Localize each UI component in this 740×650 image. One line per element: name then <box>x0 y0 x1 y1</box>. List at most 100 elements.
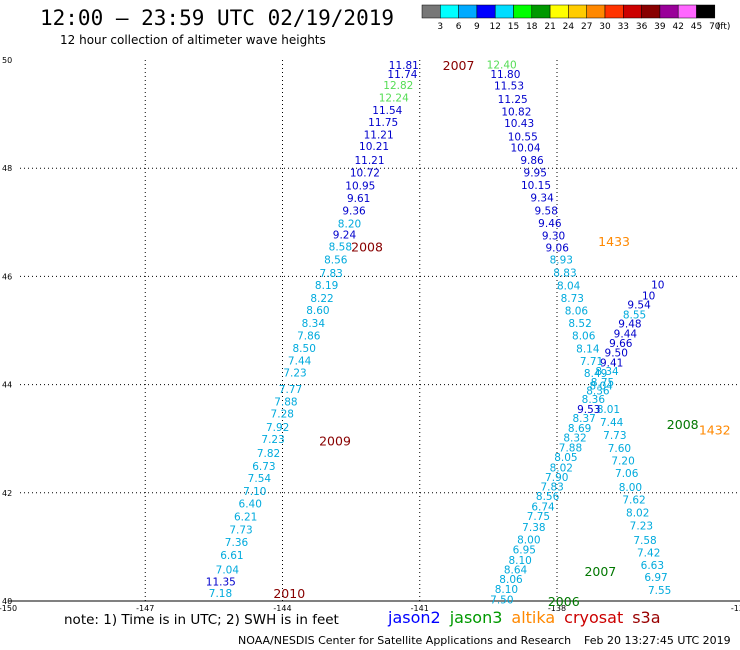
wave-height-value: 7.55 <box>648 585 671 597</box>
wave-height-value: 12.40 <box>487 59 517 71</box>
wave-height-value: 8.49 <box>584 368 607 380</box>
wave-height-value: 7.82 <box>257 448 280 460</box>
scale-tick-label: 30 <box>599 22 611 32</box>
wave-height-value: 10.04 <box>510 143 540 155</box>
scale-swatch <box>659 4 679 19</box>
wave-height-value: 11.75 <box>368 117 398 129</box>
pass-time-label: 1432 <box>699 423 731 438</box>
x-tick-label: -150 <box>0 604 17 613</box>
scale-tick-label: 6 <box>456 22 462 32</box>
x-tick-label: -141 <box>411 604 429 613</box>
wave-height-value: 6.21 <box>234 512 257 524</box>
wave-height-value: 8.34 <box>595 366 619 378</box>
scale-swatch <box>641 4 661 19</box>
footer-note: note: 1) Time is in UTC; 2) SWH is in fe… <box>64 612 339 628</box>
wave-height-value: 8.75 <box>591 377 614 389</box>
y-tick-label: 42 <box>2 489 12 498</box>
wave-height-value: 7.77 <box>279 384 302 396</box>
wave-height-value: 9.36 <box>342 205 366 217</box>
wave-height-value: 12.24 <box>379 92 409 104</box>
x-tick-label: -147 <box>136 604 154 613</box>
wave-height-value: 7.06 <box>615 468 639 480</box>
wave-height-value: 8.14 <box>576 343 600 355</box>
y-tick-label: 48 <box>2 164 12 173</box>
wave-height-value: 8.73 <box>561 293 584 305</box>
wave-height-value: 8.36 <box>582 394 606 406</box>
scale-tick-label: 9 <box>474 22 480 32</box>
wave-height-value: 8.05 <box>554 452 577 464</box>
wave-height-value: 9.30 <box>542 230 565 242</box>
wave-height-value: 10.55 <box>508 131 538 143</box>
wave-height-value: 11.21 <box>364 130 394 142</box>
wave-height-value: 8.58 <box>329 242 352 254</box>
pass-time-label: 2007 <box>584 564 616 579</box>
pass-time-label: 2010 <box>273 586 305 601</box>
pass-time-label: 2009 <box>319 433 351 448</box>
wave-height-value: 11.25 <box>498 94 528 106</box>
scale-swatch <box>531 4 551 19</box>
wave-height-value: 7.54 <box>248 473 272 485</box>
wave-height-value: 8.32 <box>563 433 586 445</box>
satellite-name-jason3: jason3 <box>449 608 503 627</box>
wave-height-value: 9.95 <box>524 168 547 180</box>
wave-height-value: 8.04 <box>557 281 581 293</box>
scale-tick-label: 36 <box>636 22 648 32</box>
satellite-name-altika: altika <box>511 608 556 627</box>
wave-height-value: 7.23 <box>630 520 653 532</box>
scale-tick-label: 3 <box>437 22 443 32</box>
satellite-legend: jason2 jason3 altika cryosat s3a <box>388 608 670 627</box>
x-tick-label: -138 <box>548 604 566 613</box>
scale-swatch <box>604 4 624 19</box>
wave-height-value: 7.42 <box>637 547 660 559</box>
wave-height-value: 6.73 <box>252 461 275 473</box>
wave-height-value: 9.66 <box>609 338 633 350</box>
scale-swatch <box>677 4 697 19</box>
wave-height-value: 8.02 <box>550 462 573 474</box>
chart-subtitle: 12 hour collection of altimeter wave hei… <box>60 33 326 47</box>
wave-height-value: 8.64 <box>504 565 528 577</box>
scale-swatch <box>568 4 587 19</box>
wave-height-value: 7.62 <box>622 494 645 506</box>
wave-height-value: 8.52 <box>568 318 591 330</box>
wave-height-value: 8.34 <box>302 318 326 330</box>
wave-height-value: 7.23 <box>261 434 284 446</box>
wave-height-value: 7.73 <box>603 430 626 442</box>
chart-title: 12:00 – 23:59 UTC 02/19/2019 <box>40 6 395 30</box>
wave-height-value: 7.75 <box>527 511 550 523</box>
scale-swatch <box>696 4 716 19</box>
scale-tick-label: 15 <box>508 22 519 32</box>
wave-height-value: 7.71 <box>580 356 603 368</box>
wave-height-value: 8.55 <box>623 309 646 321</box>
wave-height-value: 11.81 <box>389 60 419 72</box>
wave-height-value: 11.80 <box>490 69 520 81</box>
wave-height-value: 10.82 <box>501 106 531 118</box>
wave-height-value: 10.21 <box>359 141 389 153</box>
wave-height-value: 8.01 <box>597 404 620 416</box>
wave-height-value: 8.00 <box>619 482 642 494</box>
y-tick-label: 46 <box>2 272 12 281</box>
wave-height-value: 7.60 <box>608 443 631 455</box>
wave-height-value: 7.18 <box>209 588 232 600</box>
wave-height-value: 10.95 <box>345 181 375 193</box>
wave-height-value: 7.50 <box>490 594 513 606</box>
wave-height-value: 9.46 <box>538 218 562 230</box>
scale-unit: (ft) <box>717 22 731 32</box>
wave-height-value: 7.92 <box>266 422 289 434</box>
wave-height-value: 10.43 <box>504 118 534 130</box>
scale-swatch <box>513 4 533 19</box>
wave-height-value: 7.36 <box>225 537 249 549</box>
wave-height-value: 7.88 <box>274 396 297 408</box>
scale-swatch <box>440 4 459 19</box>
wave-height-value: 7.23 <box>283 368 306 380</box>
scale-swatch <box>494 4 514 19</box>
scale-swatch <box>458 4 478 19</box>
wave-height-value: 9.58 <box>535 205 558 217</box>
wave-height-value: 11.74 <box>387 69 417 81</box>
wave-height-value: 8.06 <box>499 574 523 586</box>
wave-height-value: 8.83 <box>553 268 576 280</box>
wave-height-value: 8.06 <box>565 305 589 317</box>
wave-height-value: 11.53 <box>494 80 524 92</box>
scale-tick-label: 27 <box>581 22 592 32</box>
scale-tick-label: 21 <box>544 22 555 32</box>
